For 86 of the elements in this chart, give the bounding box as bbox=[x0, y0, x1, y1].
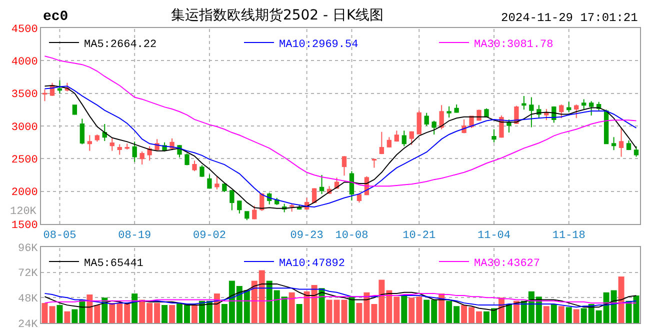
candlestick bbox=[184, 152, 190, 166]
candlestick bbox=[432, 120, 436, 135]
x-tick-label: 09-02 bbox=[192, 230, 226, 242]
candlestick bbox=[506, 118, 512, 134]
legend-label: MA30:3081.78 bbox=[474, 38, 554, 51]
candlestick bbox=[57, 80, 62, 94]
candlestick bbox=[589, 100, 594, 116]
candlestick bbox=[424, 112, 429, 126]
x-tick-label: 10-08 bbox=[335, 230, 368, 242]
line-series bbox=[44, 288, 637, 308]
candlestick bbox=[252, 205, 257, 220]
candlestick bbox=[634, 146, 639, 158]
line-series bbox=[44, 283, 637, 311]
y-tick-label: 4500 bbox=[11, 24, 38, 36]
candlestick bbox=[544, 108, 549, 121]
candlestick bbox=[230, 190, 234, 211]
candlestick bbox=[244, 211, 250, 221]
candlestick bbox=[140, 150, 144, 166]
candlestick bbox=[342, 156, 347, 176]
candlestick bbox=[522, 95, 526, 110]
candlestick bbox=[409, 130, 414, 146]
candlestick bbox=[386, 136, 392, 148]
candlestick bbox=[87, 134, 92, 152]
x-tick-label: 10-21 bbox=[402, 230, 436, 242]
y-tick-label: 2000 bbox=[11, 187, 38, 200]
candlestick bbox=[102, 124, 107, 142]
candlestick bbox=[117, 144, 122, 156]
candlestick bbox=[559, 104, 564, 119]
legend-label: MA10:2969.54 bbox=[278, 38, 359, 51]
x-tick-label: 11-18 bbox=[552, 230, 586, 242]
candlestick bbox=[626, 140, 632, 151]
chart-title: 集运指数欧线期货2502 - 日K线图 bbox=[170, 7, 384, 24]
candlestick bbox=[222, 182, 227, 192]
x-tick-label: 11-04 bbox=[477, 230, 511, 242]
candlestick bbox=[147, 146, 152, 162]
candlestick bbox=[214, 176, 220, 190]
y-tick-label: 96K bbox=[18, 242, 38, 255]
y-tick-label: 24K bbox=[18, 318, 38, 331]
y-tick-label: 4000 bbox=[11, 56, 38, 69]
candlestick bbox=[356, 193, 362, 203]
candlestick bbox=[582, 98, 586, 110]
candlestick bbox=[124, 143, 130, 150]
candlestick bbox=[492, 128, 496, 143]
candlestick bbox=[312, 188, 317, 204]
y-tick-label: 1500 bbox=[11, 220, 38, 232]
candlestick bbox=[290, 203, 294, 212]
candlestick bbox=[574, 104, 579, 119]
candlestick bbox=[42, 88, 48, 102]
candlestick bbox=[110, 138, 114, 152]
y-tick-label: 2500 bbox=[11, 154, 38, 167]
candlestick bbox=[402, 130, 406, 147]
legend-label: MA5:2664.22 bbox=[84, 38, 157, 51]
y-tick-label: 48K bbox=[18, 294, 38, 306]
candlestick bbox=[349, 170, 354, 201]
candlestick bbox=[454, 104, 459, 114]
line-series bbox=[44, 292, 637, 304]
legend-label: MA5:65441 bbox=[84, 258, 144, 270]
candlestick bbox=[72, 104, 78, 116]
candlestick bbox=[439, 104, 444, 130]
candlestick bbox=[319, 174, 324, 194]
candlestick bbox=[379, 131, 384, 155]
legend-label: MA10:47892 bbox=[278, 258, 346, 270]
text: 120K bbox=[10, 206, 37, 218]
chart-subtitle: ec0 bbox=[43, 9, 68, 25]
y-tick-label: 3000 bbox=[11, 122, 38, 134]
text: 2024-11-29 17:01:21 bbox=[501, 11, 638, 25]
candlestick bbox=[237, 200, 242, 214]
candlestick bbox=[611, 136, 616, 151]
candlestick bbox=[192, 160, 197, 172]
candlestick bbox=[372, 158, 377, 168]
candlestick bbox=[80, 118, 85, 145]
candlestick bbox=[476, 109, 482, 122]
candlestick bbox=[200, 164, 204, 178]
y-tick-label: 72K bbox=[18, 268, 38, 280]
x-tick-label: 08-05 bbox=[43, 230, 76, 242]
candlestick bbox=[484, 108, 489, 118]
candlestick bbox=[394, 130, 399, 142]
candlestick bbox=[618, 127, 624, 158]
legend-label: MA30:43627 bbox=[474, 258, 540, 270]
line-series bbox=[44, 56, 637, 187]
x-tick-label: 09-23 bbox=[290, 230, 324, 242]
candlestick bbox=[499, 115, 504, 138]
candlestick bbox=[529, 96, 534, 128]
candlestick bbox=[446, 106, 452, 118]
y-tick-label: 3500 bbox=[11, 89, 38, 102]
x-tick-label: 08-19 bbox=[118, 230, 152, 242]
